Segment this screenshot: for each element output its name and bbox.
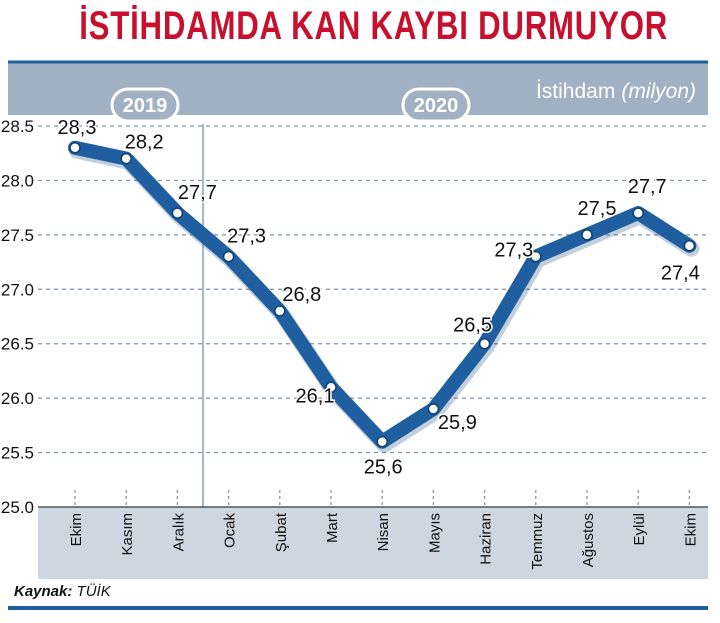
data-label: 27,4	[661, 263, 700, 285]
series-label: İstihdam (milyon)	[536, 80, 696, 103]
data-label: 25,6	[364, 457, 403, 479]
category-label: Ekim	[68, 513, 85, 546]
data-points	[69, 142, 696, 448]
gridlines	[38, 125, 708, 508]
category-label: Mart	[324, 512, 341, 543]
y-tick-label: 25.5	[1, 444, 34, 463]
data-label: 27,3	[494, 240, 533, 262]
category-label: Eylül	[631, 513, 648, 546]
year-badge-2020: 2020	[401, 87, 471, 123]
y-tick-label: 27.0	[1, 280, 34, 299]
data-label: 26,8	[282, 284, 321, 306]
data-point	[325, 381, 337, 394]
category-label: Ocak	[222, 513, 239, 549]
data-point	[222, 250, 235, 263]
source-label: Kaynak:	[14, 583, 73, 600]
data-point	[581, 229, 593, 241]
data-label: 26,5	[453, 315, 492, 337]
data-point	[69, 142, 81, 154]
data-label: 25,9	[438, 412, 477, 434]
data-point	[478, 337, 491, 350]
year-label-2020: 2020	[414, 95, 459, 117]
category-label: Kasım	[119, 513, 136, 556]
data-point	[120, 152, 132, 165]
data-label: 27,5	[578, 198, 617, 220]
series-label-unit: (milyon)	[621, 80, 696, 103]
data-point	[427, 403, 440, 415]
y-tick-label: 28.5	[1, 117, 34, 136]
y-tick-labels: 25.0 25.5 26.0 26.5 27.0 27.5 28.0 28.5	[1, 117, 34, 517]
data-label: 28,3	[58, 117, 97, 139]
series-line	[68, 140, 700, 453]
data-label: 27,7	[628, 176, 667, 198]
y-tick-label: 27.5	[1, 226, 34, 245]
data-point	[632, 207, 644, 219]
category-label: Haziran	[478, 513, 495, 565]
data-labels: 28,3 28,2 27,7 27,3 26,8 26,1 25,6 25,9 26,5 27,3…	[56, 115, 701, 480]
chart-title: İSTİHDAMDA KAN KAYBI DURMUYOR	[79, 4, 669, 48]
source-note: Kaynak: TÜİK	[14, 583, 111, 600]
data-point	[274, 305, 286, 317]
series-label-prefix: İstihdam	[536, 80, 615, 103]
category-label: Temmuz	[529, 513, 546, 570]
y-tick-label: 28.0	[1, 171, 34, 190]
year-badge-2019: 2019	[110, 87, 180, 123]
y-tick-label: 26.0	[1, 389, 34, 408]
year-label-2019: 2019	[123, 95, 168, 117]
category-label: Aralık	[170, 513, 187, 552]
y-tick-label: 25.0	[1, 498, 34, 517]
data-point	[171, 207, 184, 219]
data-label: 26,1	[296, 385, 335, 407]
source-value: TÜİK	[76, 583, 111, 600]
data-point	[683, 239, 696, 252]
category-label: Şubat	[273, 512, 290, 552]
data-point	[530, 250, 542, 263]
category-label: Nisan	[375, 513, 392, 551]
data-point	[376, 435, 388, 448]
data-label: 27,3	[227, 226, 266, 248]
data-label: 28,2	[125, 132, 164, 154]
category-labels: Ekim Kasım Aralık Ocak Şubat Mart Nisan Mayıs Ha…	[68, 490, 699, 570]
y-tick-label: 26.5	[1, 335, 34, 354]
data-label: 27,7	[178, 182, 217, 204]
category-band	[38, 507, 708, 579]
category-label: Ağustos	[580, 513, 597, 567]
category-label: Ekim	[682, 513, 699, 546]
category-label: Mayıs	[426, 513, 443, 553]
